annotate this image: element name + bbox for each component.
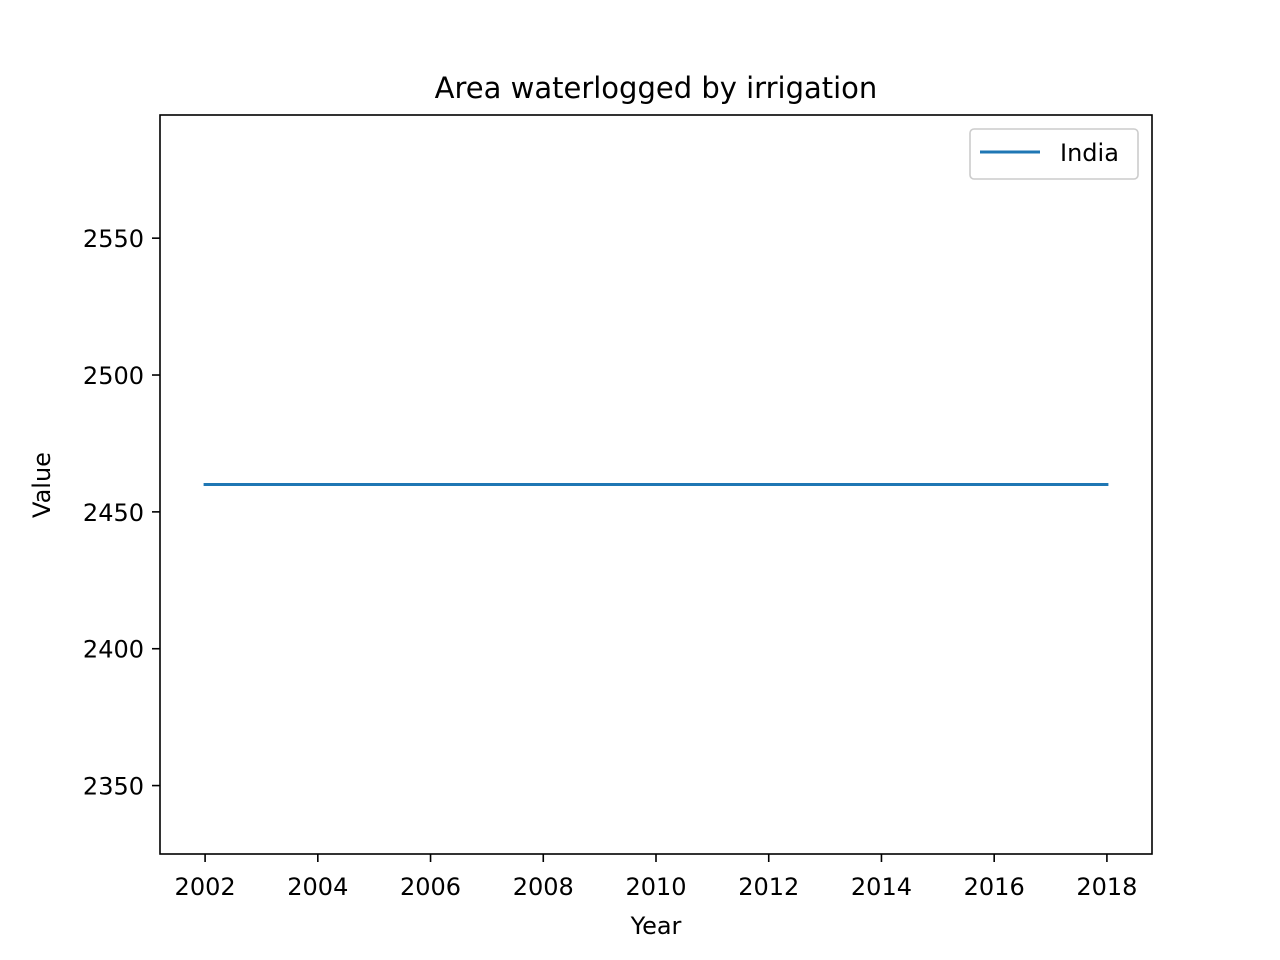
x-axis-title: Year bbox=[630, 912, 682, 940]
x-tick-label: 2006 bbox=[400, 873, 461, 901]
x-tick-label: 2016 bbox=[964, 873, 1025, 901]
legend-label-india: India bbox=[1060, 139, 1119, 167]
y-tick-label: 2450 bbox=[83, 499, 144, 527]
chart-title: Area waterlogged by irrigation bbox=[435, 71, 878, 105]
legend: India bbox=[969, 128, 1139, 180]
x-tick-label: 2002 bbox=[175, 873, 236, 901]
y-axis-title: Value bbox=[28, 452, 56, 518]
x-tick-label: 2012 bbox=[738, 873, 799, 901]
x-axis-ticks: 2002 2004 2006 2008 2010 2012 2014 2016 2018 bbox=[175, 854, 1137, 901]
y-tick-label: 2350 bbox=[83, 773, 144, 801]
y-axis-ticks: 2350 2400 2450 2500 2550 bbox=[83, 225, 160, 801]
x-tick-label: 2008 bbox=[513, 873, 574, 901]
x-tick-label: 2014 bbox=[851, 873, 912, 901]
y-tick-label: 2400 bbox=[83, 636, 144, 664]
x-tick-label: 2018 bbox=[1076, 873, 1137, 901]
plot-area bbox=[159, 114, 1153, 855]
legend-box bbox=[969, 128, 1139, 180]
y-tick-label: 2500 bbox=[83, 362, 144, 390]
x-tick-label: 2004 bbox=[287, 873, 348, 901]
x-tick-label: 2010 bbox=[625, 873, 686, 901]
y-tick-label: 2550 bbox=[83, 225, 144, 253]
